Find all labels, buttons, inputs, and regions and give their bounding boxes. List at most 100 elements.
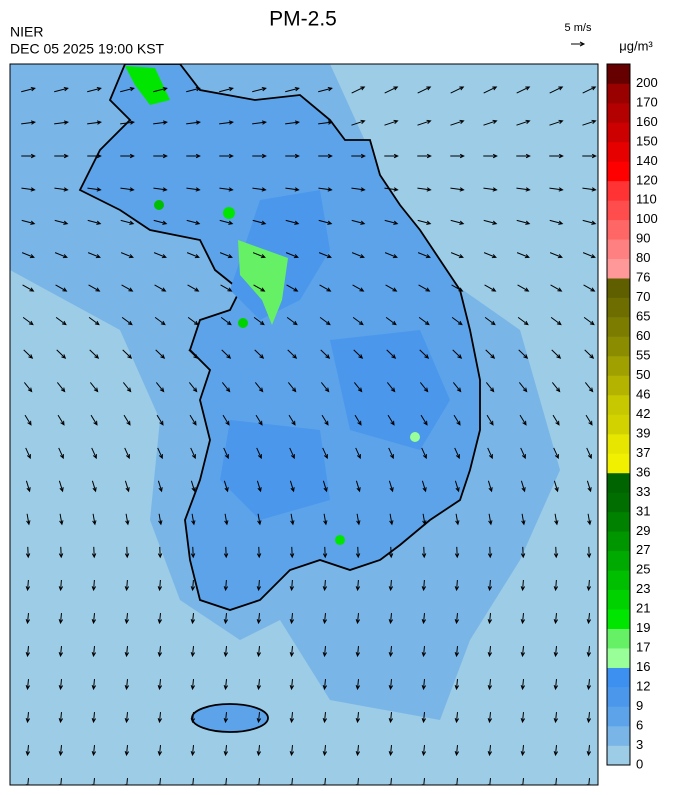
wind-arrow (517, 316, 529, 326)
colorbar-segment (607, 141, 630, 162)
wind-arrow (124, 744, 130, 757)
wind-arrow (120, 86, 135, 93)
wind-arrow (454, 711, 460, 724)
wind-arrow (356, 513, 361, 526)
wind-arrow (254, 349, 265, 359)
colorbar-segment (607, 356, 630, 376)
wind-arrow (453, 414, 461, 426)
colorbar-tick-label: 6 (636, 717, 643, 732)
colorbar-tick-label: 50 (636, 367, 650, 382)
wind-arrow (256, 777, 262, 785)
colorbar-segment (607, 531, 630, 552)
wind-arrow (417, 119, 432, 126)
colorbar-tick-label: 12 (636, 679, 650, 694)
colorbar-segment (607, 511, 630, 532)
wind-arrow (58, 678, 64, 691)
wind-arrow (483, 187, 498, 192)
wind-arrow (520, 711, 526, 724)
wind-arrow (257, 513, 262, 526)
wind-arrow (355, 711, 361, 724)
wind-arrow (285, 219, 300, 225)
wind-arrow (388, 777, 394, 785)
wind-arrow (186, 120, 201, 125)
colorbar-segment (607, 180, 630, 201)
wind-arrow (91, 579, 97, 592)
wind-arrow (120, 219, 135, 225)
wind-arrow (384, 86, 399, 94)
wind-arrow (188, 349, 199, 359)
wind-arrow (450, 252, 464, 259)
wind-arrow (256, 546, 262, 559)
wind-arrow (355, 612, 361, 625)
wind-arrow (450, 153, 465, 159)
wind-arrow (23, 382, 33, 393)
wind-arrow (351, 187, 366, 192)
wind-arrow (584, 382, 594, 393)
wind-arrow (483, 119, 498, 126)
wind-arrow (486, 414, 494, 426)
wind-arrow (318, 187, 333, 192)
wind-arrow (252, 187, 267, 192)
wind-arrow (87, 219, 102, 225)
wind-arrow (21, 219, 36, 225)
wind-arrow (256, 744, 262, 757)
wind-arrow (322, 480, 328, 493)
wind-arrow (157, 645, 163, 658)
wind-arrow (518, 382, 528, 393)
wind-arrow (91, 447, 97, 460)
wind-arrow (88, 284, 101, 292)
wind-arrow (157, 546, 163, 559)
wind-arrow (220, 284, 233, 292)
wind-arrow (223, 612, 229, 625)
wind-arrow (124, 546, 130, 559)
wind-arrow (354, 414, 362, 426)
colorbar-tick-label: 42 (636, 406, 650, 421)
wind-arrow (21, 153, 36, 159)
hotspot (154, 200, 164, 210)
wind-arrow (256, 711, 262, 724)
wind-arrow (483, 86, 498, 94)
wind-arrow (450, 119, 465, 126)
colorbar-segment (607, 258, 630, 279)
wind-arrow (25, 480, 31, 493)
wind-arrow (91, 612, 97, 625)
wind-arrow (88, 316, 100, 326)
wind-arrow (219, 120, 234, 125)
wind-arrow (120, 252, 134, 259)
wind-arrow (552, 414, 560, 426)
wind-arrow (388, 645, 394, 658)
wind-arrow (21, 252, 35, 259)
wind-arrow (385, 284, 398, 292)
wind-arrow (319, 284, 332, 292)
wind-arrow (417, 187, 432, 192)
colorbar-segment (607, 687, 630, 707)
wind-arrow (516, 187, 531, 192)
wind-arrow (321, 414, 329, 426)
wind-arrow (322, 777, 328, 785)
wind-arrow (549, 119, 564, 126)
colorbar-segment (607, 200, 630, 221)
wind-arrow (256, 612, 262, 625)
wind-arrow (120, 153, 135, 159)
wind-arrow (487, 645, 493, 658)
wind-arrow (454, 744, 460, 757)
wind-arrow (582, 219, 597, 225)
wind-arrow (190, 579, 196, 592)
wind-arrow (223, 447, 229, 460)
colorbar-segment (607, 433, 630, 454)
wind-arrow (351, 86, 366, 94)
wind-arrow (488, 513, 493, 526)
wind-arrow (90, 414, 98, 426)
wind-arrow (455, 513, 460, 526)
colorbar-tick-label: 19 (636, 620, 650, 635)
wind-arrow (87, 153, 102, 159)
wind-arrow (353, 349, 364, 359)
wind-arrow (256, 480, 262, 493)
wind-arrow (54, 86, 69, 93)
colorbar-segment (607, 628, 630, 649)
wind-arrow (124, 612, 130, 625)
wind-arrow (318, 120, 333, 125)
wind-arrow (355, 480, 361, 493)
wind-arrow (256, 447, 262, 460)
wind-arrow (285, 153, 300, 159)
